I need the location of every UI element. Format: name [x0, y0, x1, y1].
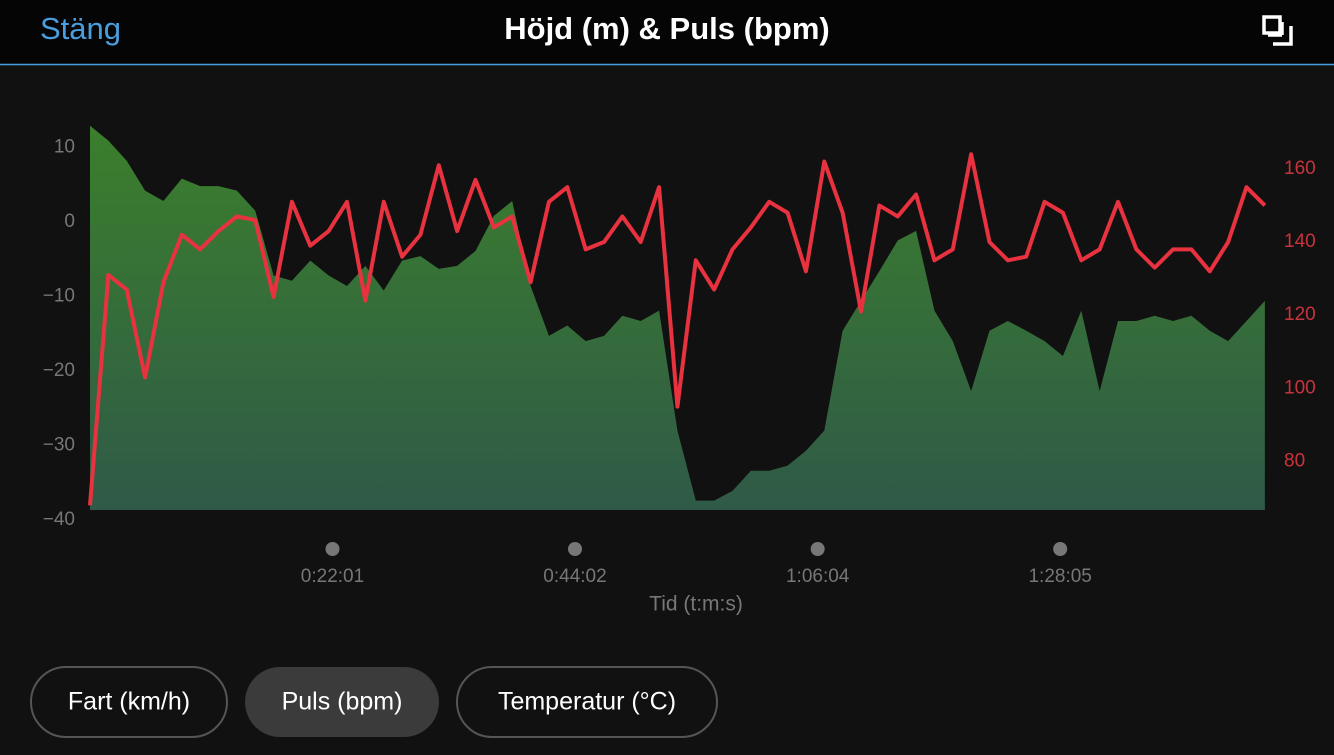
x-tick-dot [1053, 542, 1068, 556]
x-tick-dot [567, 542, 582, 556]
y2-tick-label: 100 [1284, 377, 1316, 398]
tab-button-label: Fart (km/h) [68, 688, 190, 716]
tab-button[interactable] [30, 666, 228, 738]
button-bar: Fart (km/h) Puls (bpm) Temperatur (°C) [30, 666, 718, 738]
x-tick-label: 1:28:05 [1028, 566, 1091, 587]
x-tick-label: 1:06:04 [786, 566, 850, 587]
tab-button-label: Puls (bpm) [282, 688, 403, 716]
y2-tick-label: 160 [1284, 158, 1316, 179]
tab-button[interactable] [245, 667, 439, 737]
y2-tick-label: 140 [1284, 231, 1316, 252]
x-tick-label: 0:22:01 [301, 566, 364, 587]
y2-tick-label: 120 [1284, 304, 1316, 325]
expand-icon[interactable] [1262, 15, 1293, 46]
y-tick-label: −20 [43, 360, 75, 381]
y2-tick-label: 80 [1284, 450, 1305, 471]
tab-button[interactable] [456, 666, 718, 738]
y-tick-label: −40 [43, 509, 75, 530]
y-tick-label: −30 [43, 434, 75, 455]
y-tick-label: 0 [64, 211, 75, 232]
pulse-line [88, 152, 1267, 506]
x-tick-dot [325, 542, 340, 556]
elevation-area [90, 125, 1265, 510]
top-bar [0, 0, 1334, 64]
title: Höjd (m) & Puls (bpm) [504, 11, 829, 46]
x-tick-label: 0:44:02 [543, 566, 606, 587]
x-tick-dot [810, 542, 825, 556]
tab-button-label: Temperatur (°C) [498, 688, 676, 716]
x-axis-label: Tid (t:m:s) [649, 593, 743, 616]
y-tick-label: −10 [43, 285, 75, 306]
close-button[interactable]: Stäng [40, 11, 121, 46]
y-tick-label: 10 [54, 136, 75, 157]
